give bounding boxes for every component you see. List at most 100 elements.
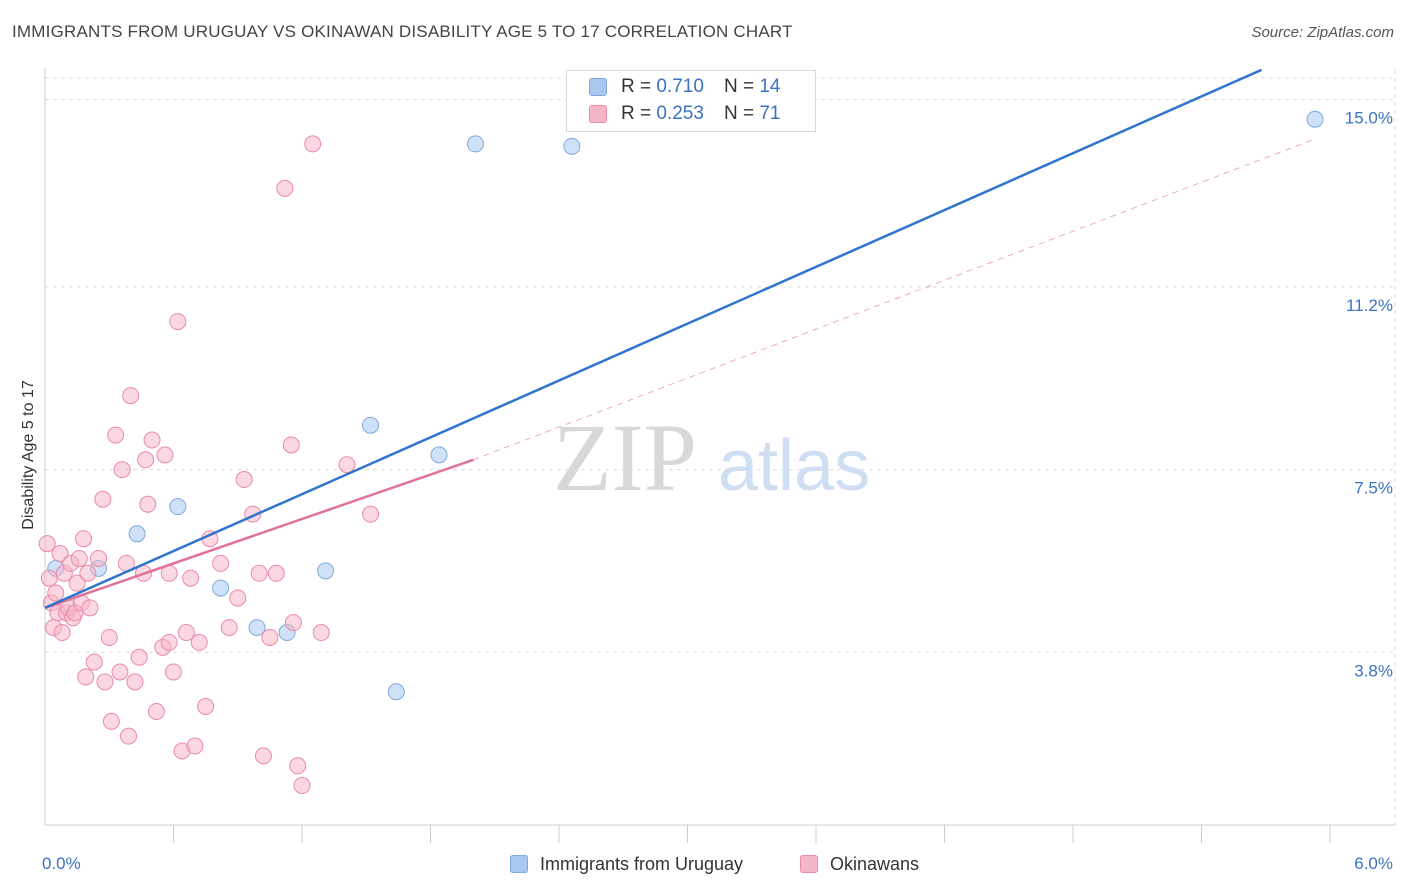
point-okinawans	[130, 648, 148, 666]
point-okinawans	[267, 564, 285, 582]
point-okinawans	[182, 569, 200, 587]
point-okinawans	[190, 633, 208, 651]
y-tick-label: 15.0%	[1345, 108, 1393, 127]
legend-n-value: 14	[759, 76, 781, 97]
point-okinawans	[338, 456, 356, 474]
y-tick-label: 7.5%	[1354, 479, 1393, 498]
point-okinawans	[120, 727, 138, 745]
point-okinawans	[250, 564, 268, 582]
point-uruguay	[430, 446, 448, 464]
legend-r-value: 0.710	[656, 76, 704, 97]
point-okinawans	[85, 653, 103, 671]
point-okinawans	[113, 461, 131, 479]
point-okinawans	[122, 387, 140, 405]
point-okinawans	[177, 624, 195, 642]
point-okinawans	[147, 702, 165, 720]
x-tick-label: 6.0%	[1354, 854, 1393, 873]
point-okinawans	[77, 668, 95, 686]
legend-row-okinawans: R = 0.253 N = 71	[589, 102, 780, 126]
point-okinawans	[137, 451, 155, 469]
bottom-legend-okinawans: Okinawans	[800, 852, 919, 876]
bottom-legend-uruguay: Immigrants from Uruguay	[510, 852, 743, 876]
point-okinawans	[47, 584, 65, 602]
point-okinawans	[160, 633, 178, 651]
point-okinawans	[102, 712, 120, 730]
watermark-zip: ZIP	[553, 404, 697, 511]
legend-swatch-uruguay	[589, 78, 607, 96]
trend-lines	[44, 68, 1316, 610]
point-okinawans	[261, 628, 279, 646]
point-okinawans	[304, 135, 322, 153]
point-okinawans	[126, 673, 144, 691]
point-uruguay	[362, 416, 380, 434]
point-okinawans	[169, 313, 187, 331]
point-okinawans	[229, 589, 247, 607]
legend-box: R = 0.710 N = 14 R = 0.253 N = 71	[566, 70, 816, 132]
tick-labels: 3.8% 7.5% 11.2% 15.0% 0.0% 6.0%	[42, 108, 1393, 873]
point-okinawans	[220, 619, 238, 637]
y-tick-label: 11.2%	[1346, 296, 1393, 315]
point-uruguay	[212, 579, 230, 597]
legend-r-label: R =	[621, 76, 652, 97]
point-okinawans	[254, 747, 272, 765]
point-okinawans	[40, 569, 58, 587]
legend-n-label: N =	[723, 103, 755, 124]
point-okinawans	[276, 179, 294, 197]
legend-r-value: 0.253	[656, 103, 704, 124]
point-okinawans	[143, 431, 161, 449]
point-okinawans	[235, 471, 253, 489]
point-okinawans	[75, 530, 93, 548]
legend-swatch-okinawans	[589, 105, 607, 123]
trend-line-uruguay	[44, 68, 1262, 609]
bottom-legend-label-uruguay: Immigrants from Uruguay	[540, 853, 744, 874]
point-uruguay	[248, 619, 266, 637]
point-okinawans	[90, 549, 108, 567]
x-tick-label: 0.0%	[42, 854, 81, 873]
point-okinawans	[107, 426, 125, 444]
point-okinawans	[38, 535, 56, 553]
point-uruguay	[128, 525, 146, 543]
point-uruguay	[563, 137, 581, 155]
point-okinawans	[79, 564, 97, 582]
point-okinawans	[51, 545, 69, 563]
point-okinawans	[197, 698, 215, 716]
trend-line-okinawans-extension	[473, 138, 1316, 461]
point-okinawans	[81, 599, 99, 617]
point-okinawans	[53, 624, 71, 642]
point-okinawans	[289, 757, 307, 775]
point-uruguay	[169, 498, 187, 516]
watermark-atlas: atlas	[718, 426, 870, 506]
point-okinawans	[156, 446, 174, 464]
data-points	[38, 110, 1324, 795]
point-okinawans	[212, 554, 230, 572]
point-okinawans	[68, 574, 86, 592]
y-axis-label: Disability Age 5 to 17	[20, 380, 37, 530]
legend-n-label: N =	[723, 76, 755, 97]
axes	[44, 68, 1395, 843]
point-uruguay	[1306, 110, 1324, 128]
point-okinawans	[293, 777, 311, 795]
point-okinawans	[100, 628, 118, 646]
point-okinawans	[94, 490, 112, 508]
point-okinawans	[139, 495, 157, 513]
point-okinawans	[186, 737, 204, 755]
trend-line-okinawans	[44, 458, 474, 610]
point-uruguay	[466, 135, 484, 153]
point-okinawans	[165, 663, 182, 681]
point-uruguay	[387, 683, 405, 701]
y-tick-label: 3.8%	[1354, 661, 1393, 680]
bottom-legend-label-okinawans: Okinawans	[830, 853, 920, 874]
point-okinawans	[284, 614, 302, 632]
point-okinawans	[282, 436, 300, 454]
point-okinawans	[70, 549, 88, 567]
point-okinawans	[362, 505, 380, 523]
point-uruguay	[317, 562, 335, 580]
legend-n-value: 71	[759, 103, 781, 124]
legend-r-label: R =	[621, 103, 652, 124]
legend-row-uruguay: R = 0.710 N = 14	[589, 75, 780, 99]
point-okinawans	[312, 624, 330, 642]
source-credit: Source: ZipAtlas.com	[1251, 24, 1394, 41]
bottom-legend-swatch-okinawans	[800, 855, 818, 873]
chart-title: IMMIGRANTS FROM URUGUAY VS OKINAWAN DISA…	[12, 22, 793, 41]
